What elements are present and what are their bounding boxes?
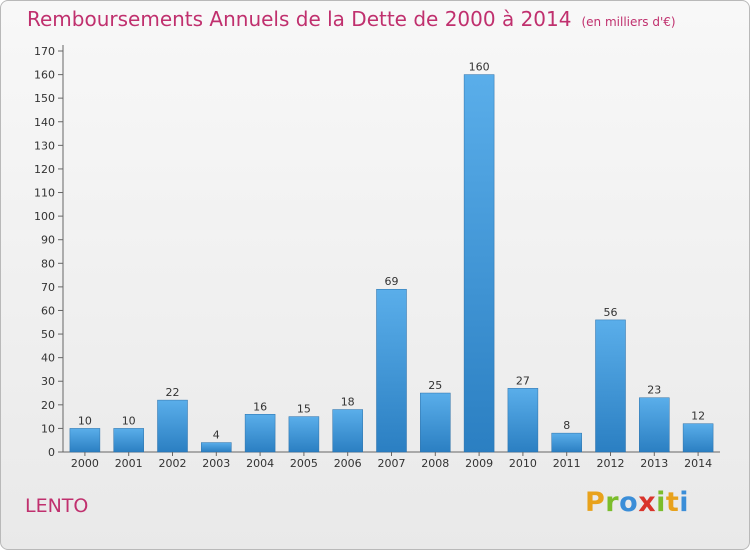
bar-value-label: 69 <box>385 275 399 288</box>
bar-2012 <box>595 319 626 453</box>
y-tick-label: 20 <box>41 399 55 412</box>
y-tick-label: 100 <box>34 210 55 223</box>
logo-letter: i <box>679 487 690 518</box>
bar-2002 <box>157 399 188 453</box>
bar-value-label: 10 <box>78 414 92 427</box>
bar-2004 <box>244 414 276 453</box>
y-tick-label: 140 <box>34 116 55 129</box>
y-tick-label: 110 <box>34 187 55 200</box>
bar-2008 <box>420 392 451 453</box>
y-tick-label: 30 <box>41 375 55 388</box>
bar-value-label: 27 <box>516 374 530 387</box>
bar-value-label: 25 <box>428 379 442 392</box>
x-tick-label: 2002 <box>159 457 187 470</box>
y-tick-label: 0 <box>48 446 55 459</box>
bar-2000 <box>69 428 101 453</box>
x-tick-label: 2004 <box>246 457 274 470</box>
chart-unit-note: (en milliers d'€) <box>581 15 676 29</box>
bar-2001 <box>113 428 144 453</box>
bar-2009 <box>463 74 495 453</box>
bar-2003 <box>201 442 232 453</box>
bar-2005 <box>288 416 320 453</box>
y-tick-label: 90 <box>41 234 55 247</box>
x-tick-label: 2003 <box>202 457 230 470</box>
x-tick-label: 2007 <box>378 457 406 470</box>
y-tick-label: 130 <box>34 139 55 152</box>
bar-2014 <box>682 423 714 453</box>
bar-2011 <box>551 432 582 453</box>
y-tick-label: 60 <box>41 304 55 317</box>
bar-value-label: 12 <box>691 410 705 423</box>
x-tick-label: 2001 <box>115 457 143 470</box>
bar-value-label: 15 <box>297 403 311 416</box>
bar-value-label: 8 <box>563 419 570 432</box>
x-tick-label: 2010 <box>509 457 537 470</box>
logo-letter: x <box>638 487 657 518</box>
bar-2010 <box>507 388 539 453</box>
y-tick-label: 160 <box>34 69 55 82</box>
logo-letter: i <box>656 487 666 518</box>
x-tick-label: 2009 <box>465 457 493 470</box>
y-tick-label: 150 <box>34 92 55 105</box>
bar-value-label: 56 <box>604 306 618 319</box>
logo-letter: o <box>619 487 639 518</box>
proxiti-logo: Proxiti <box>585 487 689 518</box>
y-tick-label: 170 <box>34 45 55 58</box>
y-tick-label: 10 <box>41 422 55 435</box>
bar-value-label: 160 <box>469 61 490 74</box>
y-tick-label: 50 <box>41 328 55 341</box>
x-tick-label: 2014 <box>684 457 712 470</box>
y-tick-label: 80 <box>41 257 55 270</box>
bar-value-label: 4 <box>213 429 220 442</box>
chart-title: Remboursements Annuels de la Dette de 20… <box>27 7 676 31</box>
bar-value-label: 10 <box>122 414 136 427</box>
x-tick-label: 2006 <box>334 457 362 470</box>
bar-2007 <box>376 288 407 453</box>
x-tick-label: 2005 <box>290 457 318 470</box>
bar-2006 <box>332 409 363 453</box>
bar-value-label: 23 <box>647 384 661 397</box>
y-tick-label: 120 <box>34 163 55 176</box>
logo-letter: r <box>605 487 620 518</box>
chart-title-main: Remboursements Annuels de la Dette de 20… <box>27 7 572 31</box>
bar-value-label: 18 <box>341 396 355 409</box>
y-tick-label: 70 <box>41 281 55 294</box>
x-tick-label: 2008 <box>421 457 449 470</box>
bar-2013 <box>639 397 670 453</box>
x-tick-label: 2013 <box>640 457 668 470</box>
y-tick-label: 40 <box>41 352 55 365</box>
bar-value-label: 22 <box>166 386 180 399</box>
commune-name: LENTO <box>25 495 89 517</box>
logo-letter: t <box>665 487 680 518</box>
bar-value-label: 16 <box>253 400 267 413</box>
logo-letter: P <box>585 487 606 518</box>
x-tick-label: 2000 <box>71 457 99 470</box>
x-tick-label: 2011 <box>553 457 581 470</box>
x-tick-label: 2012 <box>597 457 625 470</box>
